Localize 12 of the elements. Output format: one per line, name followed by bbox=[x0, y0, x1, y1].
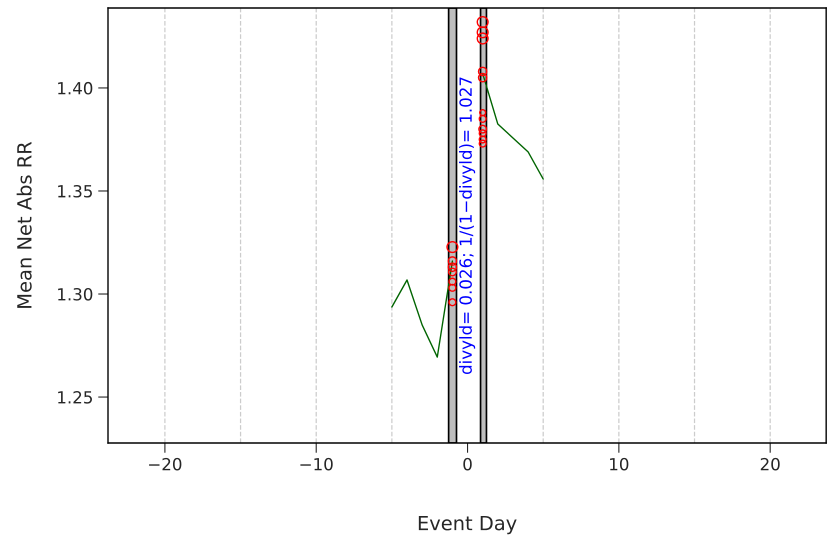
x-tick-label: 0 bbox=[463, 458, 472, 470]
y-axis-title: Mean Net Abs RR bbox=[16, 142, 32, 308]
x-tick-label: −10 bbox=[300, 458, 333, 470]
y-tick-label: 1.25 bbox=[58, 391, 92, 404]
y-tick-label: 1.40 bbox=[58, 82, 92, 95]
x-axis-title: Event Day bbox=[418, 516, 517, 534]
x-tick-label: −20 bbox=[149, 458, 182, 470]
x-tick-label: 10 bbox=[610, 458, 628, 470]
y-tick-label: 1.30 bbox=[58, 288, 92, 301]
y-tick-label: 1.35 bbox=[58, 184, 92, 198]
x-tick-label: 20 bbox=[760, 458, 780, 470]
annotation: divyld= 0.026; 1/(1−divyld)= 1.027 bbox=[459, 77, 476, 374]
